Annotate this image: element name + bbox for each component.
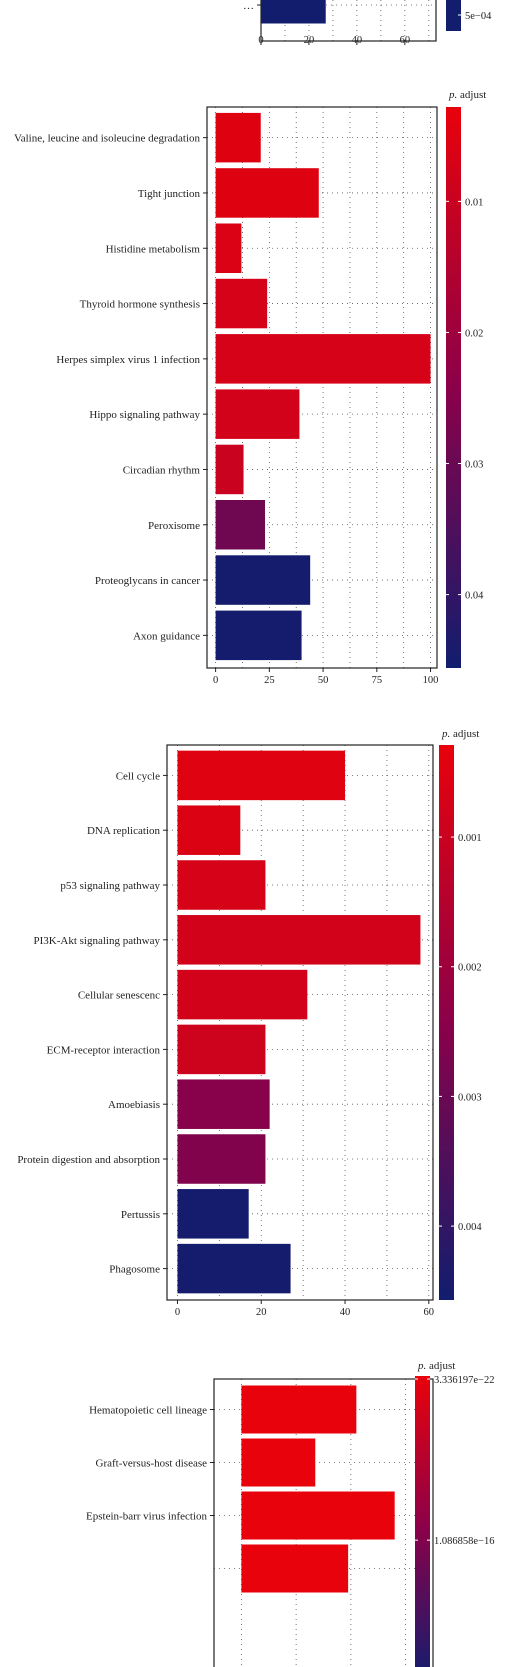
bar bbox=[241, 1491, 395, 1540]
chart-panel-4: Hematopoietic cell lineage Graft-versus-h… bbox=[86, 1360, 494, 1667]
bar bbox=[241, 1438, 316, 1487]
bar bbox=[215, 334, 431, 384]
x-tick-label: 0 bbox=[258, 35, 263, 46]
colorbar-title: p. adjust bbox=[417, 1360, 455, 1372]
panel-border bbox=[206, 106, 438, 669]
bar bbox=[241, 1385, 357, 1434]
bar bbox=[177, 1134, 266, 1184]
bar bbox=[177, 750, 346, 801]
colorbar-title-p: p. bbox=[441, 728, 450, 740]
category-label: DNA replication bbox=[87, 825, 161, 837]
colorbar-label: 0.001 bbox=[458, 833, 482, 844]
x-tick-label: 60 bbox=[400, 35, 411, 46]
colorbar-title-p: p. bbox=[417, 1360, 426, 1372]
category-label: Graft-versus-host disease bbox=[96, 1458, 208, 1470]
colorbar bbox=[415, 1376, 430, 1667]
bar bbox=[215, 444, 244, 495]
bar bbox=[215, 555, 311, 605]
category-label: Hippo signaling pathway bbox=[89, 409, 200, 421]
category-label: Pertussis bbox=[121, 1209, 160, 1221]
category-label: ECM-receptor interaction bbox=[47, 1044, 161, 1056]
colorbar-title-rest: adjust bbox=[426, 1360, 455, 1372]
category-label: … bbox=[243, 0, 254, 12]
panel-border bbox=[213, 1378, 434, 1667]
colorbar-label: 5e−04 bbox=[465, 11, 492, 22]
colorbar-label: 0.002 bbox=[458, 963, 482, 974]
category-label: Tight junction bbox=[138, 188, 201, 200]
colorbar bbox=[439, 745, 454, 1300]
category-label: Protein digestion and absorption bbox=[17, 1154, 160, 1166]
category-label: p53 signaling pathway bbox=[60, 880, 160, 892]
category-label: Axon guidance bbox=[133, 630, 200, 642]
chart-panel-2: Valine, leucine and isoleucine degradati… bbox=[14, 89, 486, 686]
bar bbox=[177, 860, 266, 910]
category-label: Valine, leucine and isoleucine degradati… bbox=[14, 133, 201, 145]
category-label: Amoebiasis bbox=[108, 1099, 160, 1111]
x-tick-label: 20 bbox=[304, 35, 315, 46]
category-label-cropped: … bbox=[0, 0, 11, 1]
x-tick-label: 60 bbox=[424, 1307, 435, 1318]
category-label: Cellular senescenc bbox=[78, 990, 160, 1002]
bar bbox=[177, 969, 308, 1020]
colorbar-title-rest: adjust bbox=[457, 89, 486, 101]
category-label: PI3K-Akt signaling pathway bbox=[34, 935, 161, 947]
bar bbox=[177, 805, 241, 855]
bar bbox=[215, 610, 302, 661]
colorbar-title: p. adjust bbox=[448, 89, 486, 101]
bar bbox=[215, 223, 242, 273]
category-label: Herpes simplex virus 1 infection bbox=[56, 354, 200, 366]
x-tick-label: 40 bbox=[352, 35, 363, 46]
category-label: Histidine metabolism bbox=[106, 243, 201, 255]
colorbar-label: 3.336197e−22 bbox=[434, 1375, 494, 1386]
colorbar bbox=[446, 0, 461, 31]
x-tick-label: 0 bbox=[175, 1307, 180, 1318]
x-tick-label: 40 bbox=[340, 1307, 351, 1318]
colorbar-label: 0.003 bbox=[458, 1092, 482, 1103]
bar bbox=[215, 500, 266, 550]
category-label: Phagosome bbox=[109, 1264, 160, 1276]
x-tick-label: 25 bbox=[264, 675, 275, 686]
colorbar-title-rest: adjust bbox=[450, 728, 479, 740]
x-tick-label: 0 bbox=[213, 675, 218, 686]
chart-panel-1: … 0 20 40 60 5e−04 bbox=[243, 0, 492, 46]
bar bbox=[261, 0, 326, 24]
panel-border bbox=[166, 744, 434, 1301]
category-label: Peroxisome bbox=[148, 520, 200, 532]
bar bbox=[177, 915, 421, 965]
colorbar bbox=[446, 107, 461, 668]
category-label: Circadian rhythm bbox=[123, 464, 201, 476]
x-tick-label: 20 bbox=[256, 1307, 267, 1318]
colorbar-label: 0.03 bbox=[465, 460, 483, 471]
bar bbox=[177, 1079, 270, 1129]
colorbar-title-p: p. bbox=[448, 89, 457, 101]
chart-panel-3: Cell cycle DNA replication p53 signaling p… bbox=[17, 728, 482, 1318]
colorbar-label: 0.02 bbox=[465, 328, 483, 339]
category-label: Thyroid hormone synthesis bbox=[80, 299, 200, 311]
bar bbox=[177, 1189, 249, 1239]
category-label: Epstein-barr virus infection bbox=[86, 1511, 207, 1523]
colorbar-label: 0.04 bbox=[465, 591, 484, 602]
colorbar-title: p. adjust bbox=[441, 728, 479, 740]
colorbar-label: 0.01 bbox=[465, 197, 483, 208]
bar bbox=[215, 389, 300, 439]
x-tick-label: 100 bbox=[423, 675, 439, 686]
bar bbox=[241, 1544, 349, 1593]
colorbar-label: 1.086858e−16 bbox=[434, 1536, 494, 1547]
colorbar-label: 0.004 bbox=[458, 1222, 482, 1233]
bar bbox=[215, 112, 261, 163]
x-tick-label: 75 bbox=[372, 675, 383, 686]
bar bbox=[177, 1024, 266, 1075]
category-label: Hematopoietic cell lineage bbox=[89, 1405, 207, 1417]
bar bbox=[215, 278, 268, 329]
category-label: Cell cycle bbox=[116, 770, 160, 782]
x-tick-label: 50 bbox=[318, 675, 329, 686]
bar bbox=[215, 168, 319, 218]
bar bbox=[177, 1243, 291, 1294]
panel-border bbox=[260, 0, 437, 42]
category-label: Proteoglycans in cancer bbox=[95, 575, 200, 587]
